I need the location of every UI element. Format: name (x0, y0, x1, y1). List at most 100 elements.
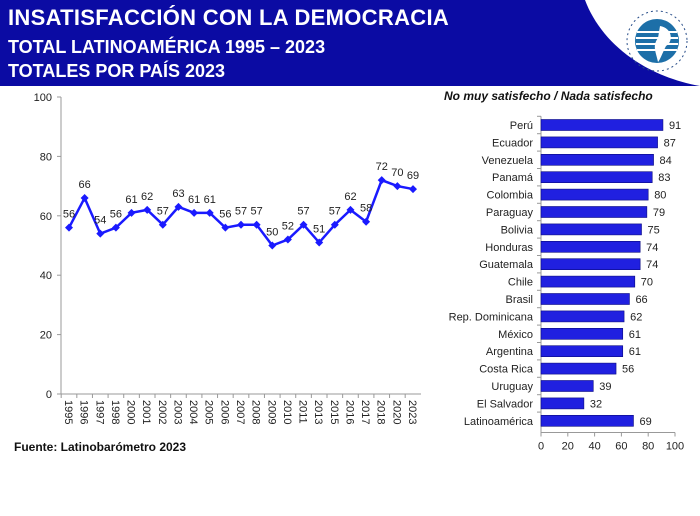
data-label: 62 (141, 191, 153, 203)
data-label: 32 (590, 398, 602, 410)
category-label: Panamá (492, 172, 534, 184)
data-label: 66 (635, 294, 647, 306)
data-point-marker (237, 220, 245, 229)
x-tick-label: 2004 (187, 400, 199, 424)
data-label: 52 (282, 221, 294, 233)
y-tick-label: 40 (40, 270, 52, 282)
data-label: 80 (654, 190, 666, 202)
x-tick-label: 2005 (203, 400, 215, 424)
data-label: 57 (329, 206, 341, 218)
bar (540, 293, 630, 305)
bar (540, 328, 624, 340)
bar (540, 362, 617, 375)
source-note: Fuente: Latinobarómetro 2023 (14, 440, 187, 454)
x-tick-label: 2007 (234, 400, 246, 424)
y-tick-label: 100 (34, 92, 52, 104)
category-label: Ecuador (492, 137, 533, 149)
data-label: 56 (622, 364, 634, 376)
x-tick-label: 2020 (390, 400, 402, 424)
data-label: 51 (313, 224, 325, 236)
x-tick-label: 2017 (359, 400, 371, 424)
data-label: 62 (344, 191, 356, 203)
category-label: México (498, 329, 533, 341)
data-point-marker (393, 182, 402, 191)
x-tick-label: 2015 (328, 400, 340, 424)
data-label: 66 (79, 179, 91, 191)
category-label: Venezuela (482, 155, 534, 167)
bar (540, 154, 654, 166)
y-tick-label: 80 (40, 151, 52, 163)
data-point-marker (252, 220, 261, 229)
page-subtitle-2: TOTALES POR PAÍS 2023 (8, 61, 226, 81)
data-label: 61 (188, 194, 200, 206)
data-point-marker (190, 208, 199, 217)
data-point-marker (174, 202, 183, 211)
category-label: El Salvador (477, 398, 534, 410)
data-label: 70 (641, 277, 653, 289)
data-point-marker (65, 223, 73, 232)
data-point-marker (409, 185, 417, 194)
bar (540, 345, 624, 358)
data-label: 57 (297, 206, 309, 218)
bar (540, 275, 636, 288)
data-point-marker (362, 217, 371, 226)
category-label: Colombia (487, 190, 534, 202)
data-label: 79 (653, 207, 665, 219)
data-point-marker (143, 205, 152, 214)
x-tick-label: 0 (538, 441, 544, 453)
data-point-marker (268, 241, 277, 250)
data-label: 83 (658, 172, 670, 184)
bar (540, 258, 641, 270)
category-label: Chile (508, 277, 533, 289)
bar (540, 171, 653, 183)
x-tick-label: 100 (666, 441, 684, 453)
x-tick-label: 80 (642, 441, 654, 453)
x-tick-label: 2000 (125, 400, 137, 424)
x-tick-label: 1998 (109, 400, 121, 424)
data-label: 58 (360, 203, 372, 215)
x-tick-label: 2008 (250, 400, 262, 424)
data-label: 91 (669, 120, 681, 132)
bar (540, 119, 664, 131)
data-label: 63 (172, 188, 184, 200)
bar (540, 414, 634, 427)
bar (540, 136, 658, 149)
data-label: 50 (266, 227, 278, 239)
data-label: 56 (63, 209, 75, 221)
bar (540, 380, 594, 392)
data-point-marker (205, 208, 214, 217)
data-label: 56 (110, 209, 122, 221)
data-label: 56 (219, 209, 231, 221)
data-label: 70 (391, 167, 403, 179)
data-point-marker (283, 235, 292, 244)
x-tick-label: 2009 (265, 400, 277, 424)
x-tick-label: 2010 (281, 400, 293, 424)
category-label: Honduras (485, 242, 533, 254)
data-label: 69 (407, 170, 419, 182)
bar-chart-title: No muy satisfecho / Nada satisfecho (444, 89, 653, 103)
x-tick-label: 2018 (375, 400, 387, 424)
data-point-marker (330, 220, 339, 229)
category-label: Rep. Dominicana (449, 311, 534, 323)
x-tick-label: 1996 (78, 400, 90, 424)
x-tick-label: 2002 (156, 400, 168, 424)
data-label: 74 (646, 242, 658, 254)
bar (540, 241, 641, 253)
data-label: 61 (204, 194, 216, 206)
data-label: 69 (639, 416, 651, 428)
x-tick-label: 2013 (312, 400, 324, 424)
data-label: 84 (660, 155, 672, 167)
data-point-marker (315, 238, 324, 247)
data-point-marker (80, 193, 89, 202)
x-tick-label: 2016 (343, 400, 355, 424)
line-chart: 0 20 40 60 80 100 1995 1996 1997 1998 2000 2001 2002… (34, 92, 421, 424)
page-subtitle-1: TOTAL LATINOAMÉRICA 1995 – 2023 (8, 37, 326, 57)
data-label: 39 (599, 381, 611, 393)
category-label: Guatemala (479, 259, 534, 271)
y-tick-label: 20 (40, 330, 52, 342)
data-point-marker (111, 223, 120, 232)
data-label: 74 (646, 259, 658, 271)
data-point-marker (346, 205, 355, 214)
category-label: Brasil (505, 294, 533, 306)
data-point-marker (221, 223, 230, 232)
